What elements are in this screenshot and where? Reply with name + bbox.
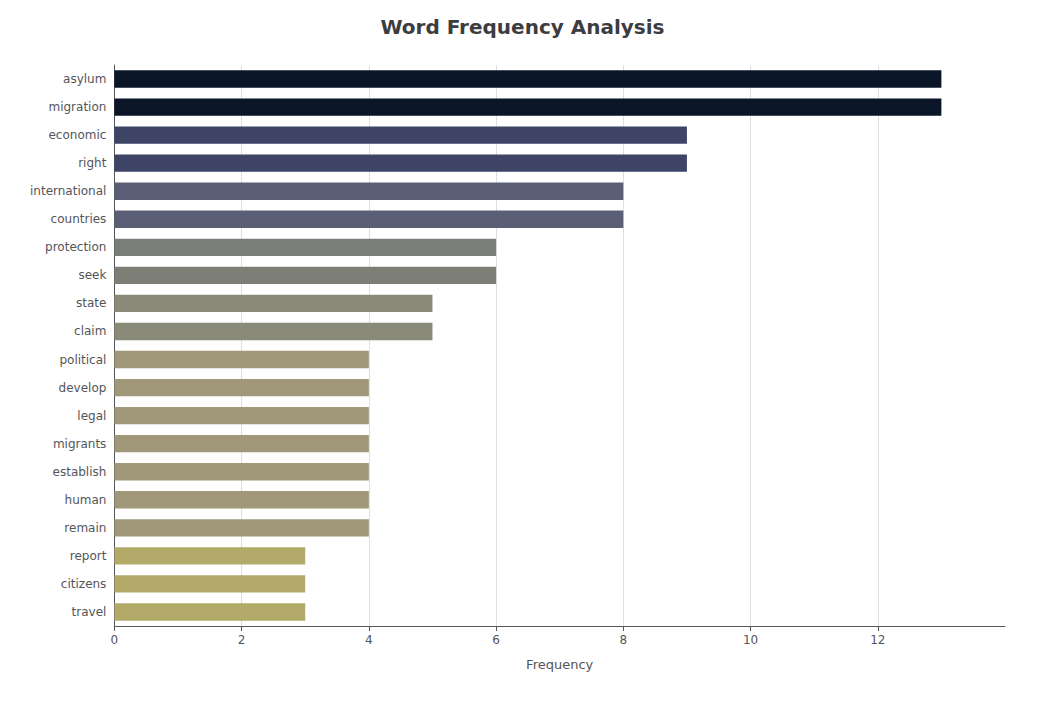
svg-text:12: 12 bbox=[870, 633, 885, 647]
svg-text:remain: remain bbox=[64, 521, 106, 535]
svg-text:political: political bbox=[59, 353, 106, 367]
svg-text:claim: claim bbox=[74, 324, 106, 338]
svg-text:state: state bbox=[76, 296, 106, 310]
svg-text:protection: protection bbox=[45, 240, 106, 254]
svg-text:10: 10 bbox=[743, 633, 758, 647]
svg-text:2: 2 bbox=[238, 633, 246, 647]
svg-text:migration: migration bbox=[48, 100, 106, 114]
svg-text:4: 4 bbox=[365, 633, 373, 647]
svg-text:migrants: migrants bbox=[53, 437, 107, 451]
svg-text:economic: economic bbox=[48, 128, 106, 142]
svg-text:report: report bbox=[70, 549, 107, 563]
svg-text:8: 8 bbox=[619, 633, 627, 647]
svg-text:develop: develop bbox=[59, 381, 107, 395]
svg-text:0: 0 bbox=[111, 633, 119, 647]
svg-text:seek: seek bbox=[78, 268, 106, 282]
svg-text:right: right bbox=[78, 156, 106, 170]
svg-text:legal: legal bbox=[77, 409, 106, 423]
svg-text:Frequency: Frequency bbox=[526, 657, 593, 672]
svg-text:human: human bbox=[65, 493, 107, 507]
svg-text:establish: establish bbox=[53, 465, 107, 479]
svg-text:countries: countries bbox=[51, 212, 107, 226]
svg-text:asylum: asylum bbox=[63, 72, 106, 86]
svg-text:citizens: citizens bbox=[61, 577, 107, 591]
svg-text:6: 6 bbox=[492, 633, 500, 647]
svg-text:international: international bbox=[30, 184, 106, 198]
svg-text:travel: travel bbox=[72, 605, 107, 619]
svg-text:Word Frequency Analysis: Word Frequency Analysis bbox=[380, 15, 664, 39]
